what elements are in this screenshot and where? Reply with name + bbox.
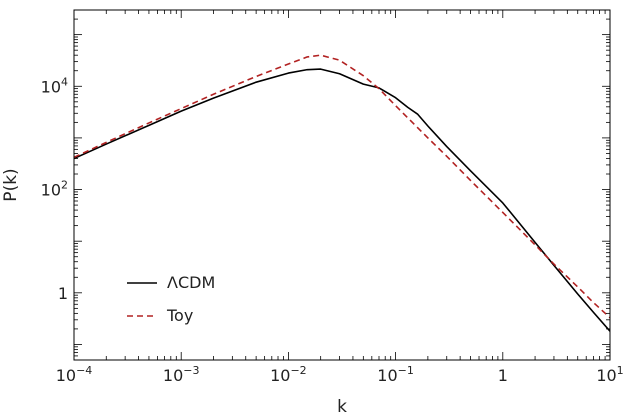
plot-frame	[73, 9, 611, 361]
legend-label-toy: Toy	[166, 306, 193, 325]
x-tick-label: 1	[498, 366, 508, 385]
y-axis-label: P(k)	[1, 168, 21, 201]
x-tick-label: 10−2	[270, 364, 307, 385]
legend-label-lcdm: ΛCDM	[167, 273, 215, 292]
series-layer	[74, 54, 610, 332]
x-tick-label: 10−4	[56, 364, 93, 385]
series-line-lcdm	[74, 68, 610, 332]
series-line-toy	[74, 54, 610, 319]
y-tick-label: 1	[58, 284, 68, 303]
x-tick-label: 101	[596, 364, 623, 385]
x-tick-label: 10−1	[377, 364, 414, 385]
x-axis-label: k	[337, 397, 347, 415]
ticks-layer	[73, 9, 611, 361]
legend: ΛCDM Toy	[127, 273, 215, 325]
y-tick-label: 102	[41, 179, 68, 200]
tick-labels-layer: 10−4 10−3 10−2 10−1 1 101 1 102 104	[41, 75, 623, 385]
x-tick-label: 10−3	[163, 364, 200, 385]
y-tick-label: 104	[41, 75, 68, 96]
